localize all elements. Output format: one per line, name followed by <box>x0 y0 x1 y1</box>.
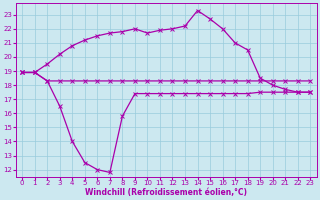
X-axis label: Windchill (Refroidissement éolien,°C): Windchill (Refroidissement éolien,°C) <box>85 188 247 197</box>
